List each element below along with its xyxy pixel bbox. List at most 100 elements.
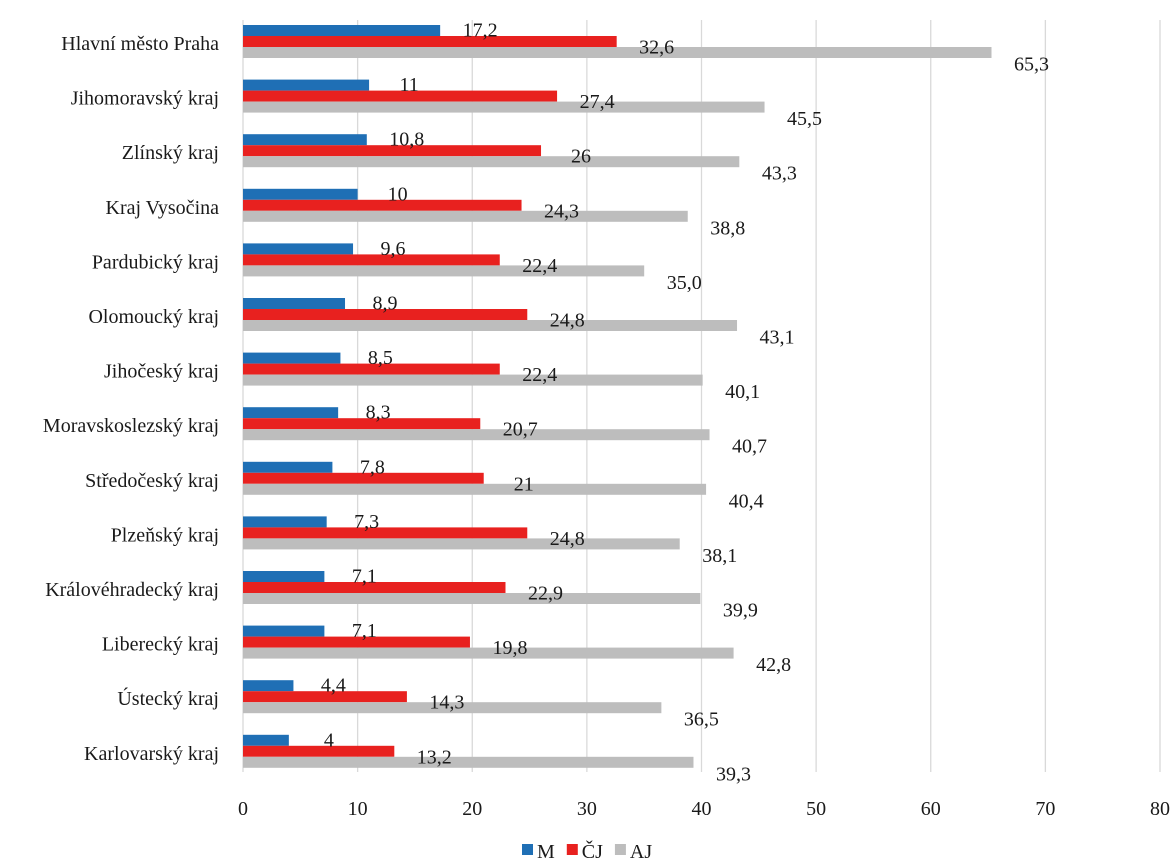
bar-j-11 <box>243 636 470 648</box>
bar-j-10 <box>243 582 506 593</box>
data-label-0-13: 4 <box>324 729 334 751</box>
bar-aj-3 <box>243 210 688 222</box>
bar-m-13 <box>243 734 289 746</box>
data-label-0-4: 9,6 <box>381 238 406 260</box>
data-label-1-10: 22,9 <box>528 583 563 605</box>
x-tick-label: 10 <box>348 798 368 820</box>
data-label-2-1: 45,5 <box>787 108 822 130</box>
x-tick-label: 0 <box>238 798 248 820</box>
x-tick-label: 50 <box>806 798 826 820</box>
bar-m-0 <box>243 25 441 36</box>
bar-aj-12 <box>243 702 662 714</box>
data-label-0-11: 7,1 <box>352 620 377 642</box>
bar-aj-1 <box>243 101 765 113</box>
bar-aj-7 <box>243 429 710 441</box>
legend-label-1: ČJ <box>582 839 603 863</box>
data-label-2-3: 38,8 <box>710 217 745 239</box>
bar-j-12 <box>243 691 407 703</box>
data-label-1-11: 19,8 <box>492 637 527 659</box>
category-label: Plzeňský kraj <box>111 524 219 546</box>
bar-j-3 <box>243 199 522 211</box>
category-label: Zlínský kraj <box>122 142 219 164</box>
x-tick-label: 20 <box>462 798 482 820</box>
x-tick-label: 30 <box>577 798 597 820</box>
legend-swatch-1 <box>566 844 578 855</box>
bar-j-8 <box>243 472 484 484</box>
data-label-2-11: 42,8 <box>756 654 791 676</box>
category-label: Olomoucký kraj <box>88 306 219 328</box>
x-axis-tick-labels: 0 10 20 30 40 50 60 70 80 <box>238 798 1170 820</box>
category-label: Liberecký kraj <box>102 634 219 656</box>
bar-aj-6 <box>243 374 703 386</box>
bar-j-9 <box>243 527 528 539</box>
data-label-1-7: 20,7 <box>503 419 538 441</box>
bar-j-13 <box>243 745 395 757</box>
data-label-0-10: 7,1 <box>352 566 377 588</box>
category-label: Královéhradecký kraj <box>45 579 219 601</box>
bar-j-1 <box>243 90 558 102</box>
bar-m-2 <box>243 134 367 146</box>
bar-m-5 <box>243 298 346 309</box>
data-label-1-3: 24,3 <box>544 200 579 222</box>
bar-aj-2 <box>243 156 740 168</box>
data-label-2-12: 36,5 <box>684 709 719 731</box>
data-label-1-8: 21 <box>514 473 534 495</box>
gridlines <box>242 20 1161 772</box>
bar-j-6 <box>243 363 500 375</box>
legend-swatch-2 <box>614 844 626 855</box>
bar-m-11 <box>243 625 325 637</box>
bar-j-5 <box>243 309 528 320</box>
bar-j-4 <box>243 254 500 266</box>
bar-m-6 <box>243 352 341 364</box>
bar-aj-8 <box>243 483 707 495</box>
x-tick-label: 80 <box>1150 798 1170 820</box>
data-label-0-12: 4,4 <box>321 675 346 697</box>
bar-m-8 <box>243 461 333 473</box>
category-label: Kraj Vysočina <box>106 197 220 219</box>
data-label-1-1: 27,4 <box>580 91 615 113</box>
data-label-2-6: 40,1 <box>725 381 760 403</box>
data-label-0-1: 11 <box>399 74 418 96</box>
data-label-0-9: 7,3 <box>354 511 379 533</box>
data-label-2-0: 65,3 <box>1014 54 1049 76</box>
category-label: Jihomoravský kraj <box>71 88 219 110</box>
bar-m-1 <box>243 79 370 91</box>
data-label-2-9: 38,1 <box>702 545 737 567</box>
data-label-1-2: 26 <box>571 146 591 168</box>
category-label: Hlavní město Praha <box>61 33 219 55</box>
bar-aj-13 <box>243 756 694 768</box>
category-label: Moravskoslezský kraj <box>43 415 219 437</box>
legend: M ČJ AJ <box>522 839 652 863</box>
data-label-0-5: 8,9 <box>373 293 398 315</box>
legend-label-2: AJ <box>630 841 652 863</box>
bar-aj-11 <box>243 647 734 659</box>
data-label-0-7: 8,3 <box>366 402 391 424</box>
data-label-0-8: 7,8 <box>360 456 385 478</box>
data-label-2-13: 39,3 <box>716 763 751 785</box>
category-label: Ústecký kraj <box>117 686 219 710</box>
data-label-1-12: 14,3 <box>429 692 464 714</box>
data-label-2-8: 40,4 <box>729 490 764 512</box>
data-label-2-7: 40,7 <box>732 436 767 458</box>
legend-swatch-0 <box>522 844 533 855</box>
bar-m-7 <box>243 407 339 419</box>
bar-aj-0 <box>243 47 992 58</box>
data-label-0-2: 10,8 <box>389 129 424 151</box>
category-labels: Hlavní město Praha Jihomoravský kraj Zlíns… <box>43 33 219 765</box>
category-label: Jihočeský kraj <box>104 361 219 383</box>
data-label-1-13: 13,2 <box>417 746 452 768</box>
data-label-0-6: 8,5 <box>368 347 393 369</box>
bar-j-7 <box>243 418 481 430</box>
bar-m-4 <box>243 243 354 255</box>
bars <box>243 25 992 768</box>
category-label: Středočeský kraj <box>85 470 219 492</box>
data-label-2-5: 43,1 <box>760 327 795 349</box>
data-label-1-5: 24,8 <box>550 310 585 332</box>
bar-aj-5 <box>243 320 738 331</box>
x-tick-label: 60 <box>921 798 941 820</box>
data-label-0-0: 17,2 <box>463 20 498 42</box>
data-label-1-9: 24,8 <box>550 528 585 550</box>
legend-label-0: M <box>537 841 555 863</box>
bar-m-10 <box>243 571 325 582</box>
